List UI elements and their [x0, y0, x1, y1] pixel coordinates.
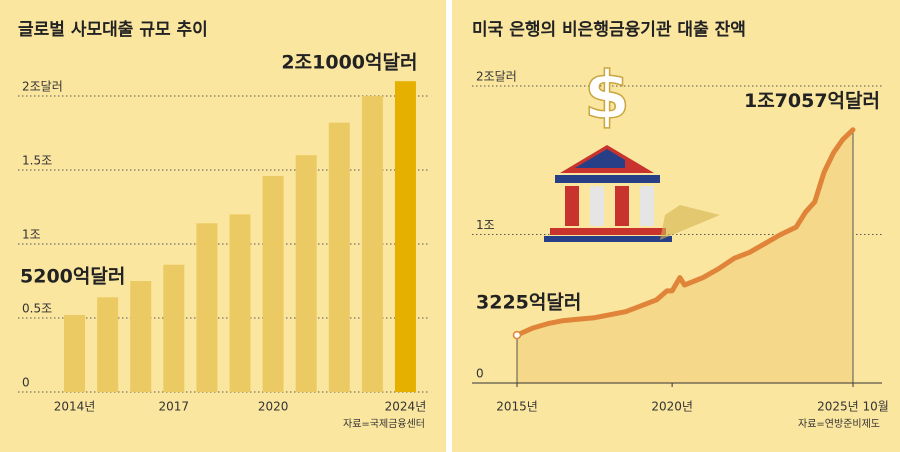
bar — [295, 155, 317, 392]
column — [615, 186, 629, 226]
y-tick-label: 2조달러 — [476, 70, 517, 84]
bar — [229, 214, 251, 392]
beam — [555, 175, 660, 183]
y-tick-label: 0 — [476, 367, 484, 381]
x-tick-label: 2020 — [258, 400, 289, 414]
bar — [328, 122, 350, 392]
bar — [130, 281, 152, 392]
bar — [163, 264, 185, 392]
base — [550, 228, 666, 235]
x-tick-label: 2020년 — [651, 400, 693, 414]
bar — [196, 223, 218, 392]
y-tick-label: 1.5조 — [22, 154, 52, 168]
source: 자료=국제금융센터 — [343, 418, 425, 430]
y-tick-label: 2조달러 — [22, 80, 63, 94]
bar — [361, 96, 383, 392]
bank-icon: $ — [544, 56, 720, 242]
x-tick-label: 2024년 — [385, 400, 427, 414]
column — [640, 186, 654, 226]
bar — [262, 175, 284, 392]
divider — [446, 0, 452, 452]
value-label: 2조1000억달러 — [281, 52, 417, 74]
bar — [64, 315, 86, 392]
start-dot — [512, 330, 522, 340]
x-tick-label: 2017 — [159, 400, 190, 414]
roof-stars — [575, 149, 625, 168]
x-tick-label: 2015년 — [496, 400, 538, 414]
value-label: 3225억달러 — [476, 292, 581, 314]
area — [517, 129, 853, 383]
source: 자료=연방준비제도 — [798, 418, 880, 430]
column — [590, 186, 604, 226]
column — [565, 186, 579, 226]
bar — [394, 81, 416, 392]
x-tick-label: 2014년 — [54, 400, 96, 414]
shadow — [660, 205, 720, 240]
dollar-sign: $ — [584, 57, 630, 134]
base — [544, 236, 672, 242]
x-tick-label: 2025년 10월 — [817, 400, 889, 414]
line — [514, 127, 856, 338]
y-tick-label: 1조 — [22, 228, 41, 242]
value-label: 1조7057억달러 — [744, 90, 880, 112]
chart-title: 미국 은행의 비은행금융기관 대출 잔액 — [472, 20, 746, 40]
y-tick-label: 0.5조 — [22, 302, 52, 316]
value-label: 5200억달러 — [20, 266, 125, 288]
y-tick-label: 1조 — [476, 218, 495, 232]
y-tick-label: 0 — [22, 376, 30, 390]
bar — [97, 297, 119, 392]
chart-title: 글로벌 사모대출 규모 추이 — [18, 20, 208, 40]
